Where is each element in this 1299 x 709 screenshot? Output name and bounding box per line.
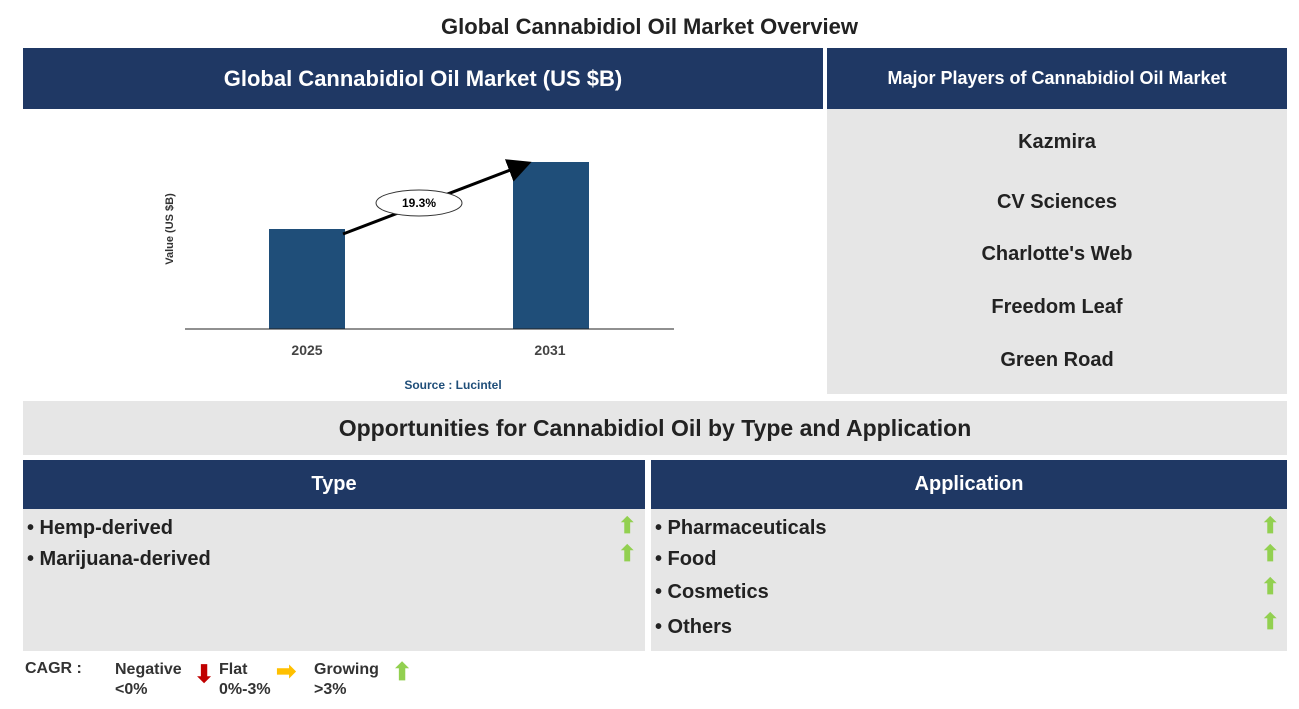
bar-2031 [513,162,589,329]
legend-growing-range: >3% [314,681,347,698]
type-item: • Hemp-derived [27,517,173,539]
type-item: • Marijuana-derived [27,548,211,570]
type-header: Type [23,460,645,509]
player-item: Kazmira [1018,131,1096,153]
chart-header: Global Cannabidiol Oil Market (US $B) [23,48,823,109]
player-item: Freedom Leaf [991,296,1123,318]
player-item: Green Road [1000,349,1114,371]
players-header: Major Players of Cannabidiol Oil Market [827,48,1287,109]
application-item: • Pharmaceuticals [655,517,827,539]
application-header: Application [651,460,1287,509]
legend-flat: Flat 0%-3% [219,660,271,700]
application-panel [651,509,1287,651]
legend-flat-range: 0%-3% [219,681,271,698]
growing-arrow-icon: ⬆ [392,659,413,686]
cagr-ellipse [375,189,463,217]
growing-arrow-icon: ⬆ [1261,513,1280,538]
legend-flat-label: Flat [219,661,248,678]
application-item: • Food [655,548,717,570]
y-axis-label: Value (US $B) [164,193,176,265]
application-item: • Others [655,616,733,638]
player-item: CV Sciences [996,191,1118,213]
legend-negative-range: <0% [115,681,148,698]
source-label: Source : Lucintel [404,378,501,392]
players-panel [827,109,1287,394]
bar-2025 [269,229,345,329]
player-item: Charlotte's Web [981,243,1133,265]
page-title: Global Cannabidiol Oil Market Overview [441,14,858,39]
negative-arrow-icon: ⬇ [194,661,215,688]
legend-label: CAGR : [25,660,82,677]
x-tick-label: 2025 [291,342,322,358]
application-item: • Cosmetics [655,581,769,603]
growing-arrow-icon: ⬆ [618,541,637,566]
x-tick-label: 2031 [534,342,565,358]
bar-chart: Value (US $B) 19.3% 2025 2031 Source : L… [164,159,674,392]
growing-arrow-icon: ⬆ [618,513,637,538]
growing-arrow-icon: ⬆ [1261,541,1280,566]
type-panel [23,509,645,651]
cagr-label: 19.3% [402,196,436,210]
growing-arrow-icon: ⬆ [1261,574,1280,599]
flat-arrow-icon: ➡ [276,658,297,685]
legend-negative: Negative <0% [115,660,182,700]
legend-growing-label: Growing [314,661,379,678]
growing-arrow-icon: ⬆ [1261,609,1280,634]
opportunities-title: Opportunities for Cannabidiol Oil by Typ… [23,401,1287,455]
legend-negative-label: Negative [115,661,182,678]
legend-growing: Growing >3% [314,660,379,700]
